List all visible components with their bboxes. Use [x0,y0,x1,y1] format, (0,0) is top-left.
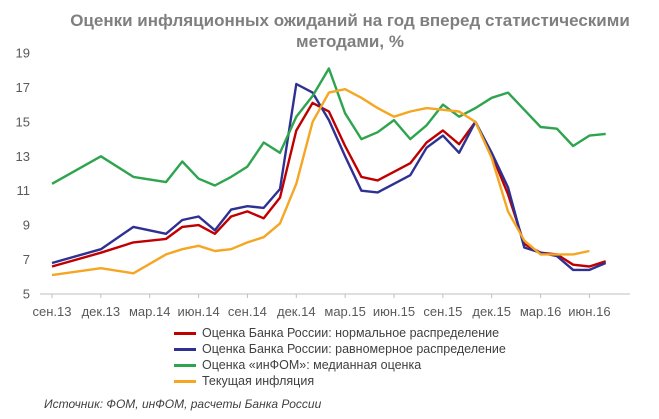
chart-title-line-2: методами, % [296,32,404,51]
legend-item: Оценка Банка России: нормальное распреде… [174,325,614,341]
legend-swatch [174,347,196,351]
y-tick-label: 17 [16,80,30,95]
x-tick-label: мар.16 [520,304,561,319]
legend-item: Текущая инфляция [174,373,614,389]
x-tick-label: июн.15 [373,304,415,319]
legend-swatch [174,331,196,335]
legend-label: Оценка «инФОМ»: медианная оценка [202,358,422,372]
source-note: Источник: ФОМ, инФОМ, расчеты Банка Росс… [44,397,322,411]
series-line-3 [51,67,606,187]
legend-swatch [174,379,196,383]
legend: Оценка Банка России: нормальное распреде… [174,325,614,389]
x-tick-label: дек.15 [472,304,511,319]
chart-title: Оценки инфляционных ожиданий на год впер… [60,10,640,52]
chart-title-line-1: Оценки инфляционных ожиданий на год впер… [70,11,630,30]
y-tick-label: 9 [23,218,30,233]
legend-item: Оценка Банка России: равномерное распред… [174,341,614,357]
y-tick-label: 7 [23,252,30,267]
series-line-4 [51,87,590,277]
x-tick-label: дек.14 [277,304,316,319]
legend-label: Оценка Банка России: равномерное распред… [202,342,506,356]
legend-label: Текущая инфляция [202,374,315,388]
x-tick-label: июн.14 [177,304,219,319]
x-tick-label: сен.13 [33,304,72,319]
x-tick-label: мар.15 [324,304,365,319]
x-axis: сен.13 дек.13 мар.14 июн.14 сен.14 дек.14 мар.… [33,294,611,319]
legend-item: Оценка «инФОМ»: медианная оценка [174,357,614,373]
legend-swatch [174,363,196,367]
x-tick-label: сен.15 [423,304,462,319]
series-lines [51,67,607,277]
x-tick-label: мар.14 [129,304,170,319]
series-line-2 [51,82,607,272]
y-tick-label: 11 [17,183,31,198]
y-tick-label: 15 [16,114,30,129]
y-tick-label: 5 [23,287,30,302]
legend-label: Оценка Банка России: нормальное распреде… [202,326,500,340]
y-axis: 5 7 9 11 13 15 17 19 [16,46,30,302]
y-tick-label: 19 [16,46,30,61]
y-tick-label: 13 [16,149,30,164]
x-tick-label: дек.13 [82,304,121,319]
x-tick-label: сен.14 [228,304,267,319]
x-tick-label: июн.16 [568,304,610,319]
